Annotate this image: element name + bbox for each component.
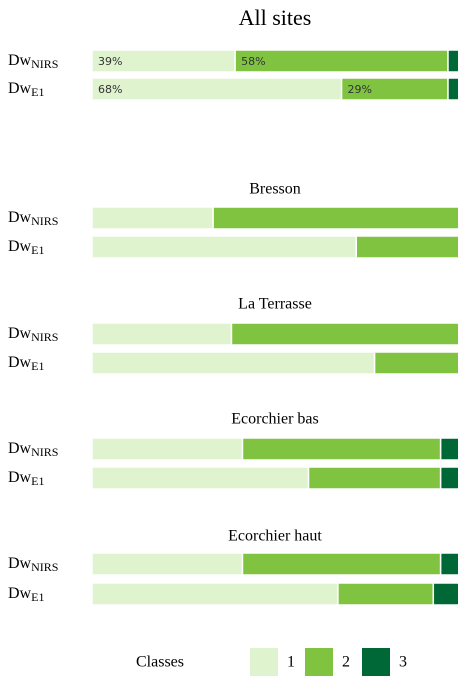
- bar-segment: [91, 235, 357, 259]
- category-label-base: Dw: [8, 52, 32, 69]
- bar-segment: [439, 552, 458, 576]
- bar-segment: [439, 466, 458, 490]
- category-label: DwNIRS: [8, 209, 58, 228]
- bar-segment: [91, 206, 214, 230]
- category-label-base: Dw: [8, 325, 32, 342]
- legend-swatch: [362, 648, 390, 676]
- category-label-sub: E1: [31, 474, 44, 488]
- category-label-sub: E1: [31, 359, 44, 373]
- value-label: 58%: [241, 55, 265, 68]
- legend-title: Classes: [136, 654, 184, 671]
- bar-segment: [373, 351, 458, 375]
- bar-segment: [234, 49, 449, 73]
- bar-segment: [91, 466, 310, 490]
- category-label-base: Dw: [8, 238, 32, 255]
- bar-segment: [307, 466, 442, 490]
- bar-segment: [230, 322, 458, 346]
- category-label: DwE1: [8, 469, 44, 488]
- legend-swatch: [250, 648, 278, 676]
- category-label-base: Dw: [8, 440, 32, 457]
- category-label-sub: NIRS: [31, 445, 58, 459]
- category-label: DwNIRS: [8, 440, 58, 459]
- panel-title: Ecorchier bas: [231, 411, 319, 428]
- bar-segment: [447, 49, 458, 73]
- category-label-base: Dw: [8, 585, 32, 602]
- bar-segment: [212, 206, 458, 230]
- category-label-sub: NIRS: [31, 57, 58, 71]
- category-label-base: Dw: [8, 354, 32, 371]
- panel-title: All sites: [239, 5, 312, 30]
- bar-segment: [91, 437, 244, 461]
- bar-segment: [91, 77, 343, 101]
- category-label: DwE1: [8, 238, 44, 257]
- bar-segment: [439, 437, 458, 461]
- legend-label: 3: [399, 654, 407, 671]
- panel-title: Ecorchier haut: [228, 528, 322, 545]
- bar-segment: [91, 552, 244, 576]
- category-label-base: Dw: [8, 209, 32, 226]
- legend-label: 1: [287, 654, 295, 671]
- category-label-base: Dw: [8, 469, 32, 486]
- category-label: DwE1: [8, 354, 44, 373]
- bar-segment: [355, 235, 458, 259]
- bar-segment: [91, 582, 339, 606]
- category-label-sub: NIRS: [31, 560, 58, 574]
- category-label: DwNIRS: [8, 325, 58, 344]
- category-label-base: Dw: [8, 80, 32, 97]
- panel-title: La Terrasse: [238, 296, 312, 313]
- category-label-sub: E1: [31, 590, 44, 604]
- category-label: DwNIRS: [8, 555, 58, 574]
- category-label-sub: NIRS: [31, 214, 58, 228]
- bar-segment: [91, 351, 376, 375]
- bar-segment: [432, 582, 458, 606]
- category-label-base: Dw: [8, 555, 32, 572]
- bar-segment: [91, 322, 233, 346]
- category-label-sub: E1: [31, 85, 44, 99]
- bar-segment: [337, 582, 435, 606]
- category-label-sub: E1: [31, 243, 44, 257]
- category-label-sub: NIRS: [31, 330, 58, 344]
- value-label: 29%: [348, 83, 372, 96]
- category-label: DwE1: [8, 585, 44, 604]
- category-label: DwE1: [8, 80, 44, 99]
- value-label: 39%: [98, 55, 122, 68]
- legend-label: 2: [342, 654, 350, 671]
- category-label: DwNIRS: [8, 52, 58, 71]
- bar-segment: [241, 552, 442, 576]
- bar-segment: [241, 437, 442, 461]
- panel-title: Bresson: [249, 181, 301, 198]
- value-label: 68%: [98, 83, 122, 96]
- bar-segment: [447, 77, 458, 101]
- legend-swatch: [305, 648, 333, 676]
